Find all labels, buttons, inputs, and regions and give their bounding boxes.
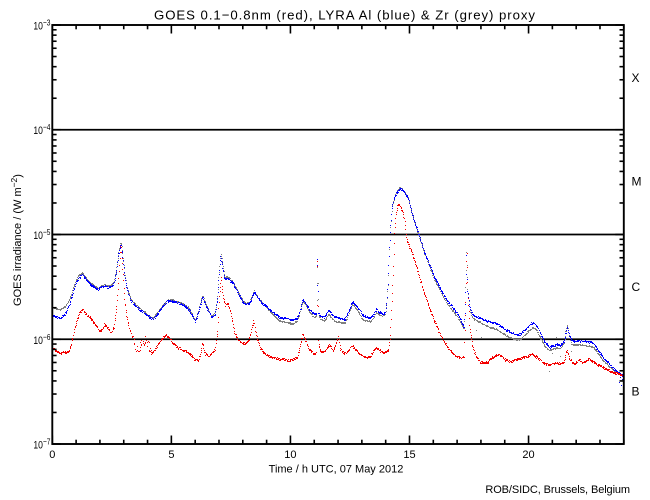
svg-text:ROB/SIDC, Brussels, Belgium: ROB/SIDC, Brussels, Belgium bbox=[485, 484, 630, 496]
svg-text:0: 0 bbox=[49, 449, 55, 461]
svg-text:Time / h UTC, 07 May 2012: Time / h UTC, 07 May 2012 bbox=[269, 464, 404, 476]
svg-text:GOES 0.1−0.8nm (red), LYRA Al: GOES 0.1−0.8nm (red), LYRA Al (blue) & Z… bbox=[154, 8, 536, 23]
svg-text:5: 5 bbox=[168, 449, 174, 461]
svg-text:GOES irradiance / (W m−2): GOES irradiance / (W m−2) bbox=[9, 174, 24, 306]
svg-text:15: 15 bbox=[403, 449, 415, 461]
svg-text:B: B bbox=[632, 384, 640, 398]
svg-text:20: 20 bbox=[522, 449, 534, 461]
svg-text:10: 10 bbox=[284, 449, 296, 461]
svg-text:C: C bbox=[632, 280, 641, 294]
svg-text:M: M bbox=[632, 174, 642, 188]
svg-text:X: X bbox=[632, 71, 640, 85]
